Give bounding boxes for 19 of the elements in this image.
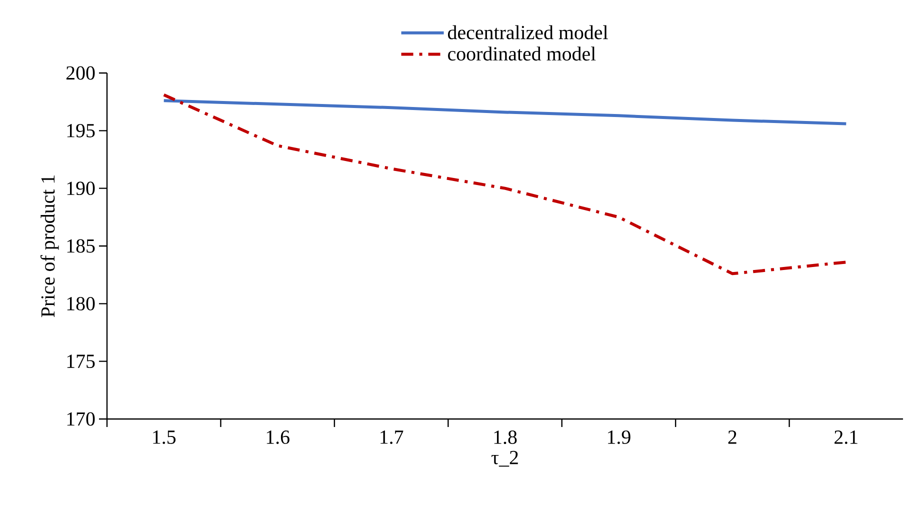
- x-tick-label: 1.8: [494, 430, 517, 444]
- x-tick-label: 1.9: [608, 430, 630, 444]
- legend-label: decentralized model: [448, 25, 608, 40]
- y-axis-title: Price of product 1: [40, 176, 59, 318]
- y-tick-label: 175: [67, 354, 95, 368]
- y-tick-label: 170: [67, 412, 95, 426]
- y-tick-label: 195: [67, 124, 95, 138]
- x-tick-label: 1.5: [153, 430, 176, 444]
- x-tick-label: 1.6: [266, 430, 290, 444]
- x-tick-label: 2.1: [834, 430, 858, 444]
- x-tick-label: 2: [728, 430, 736, 444]
- legend-label: coordinated model: [448, 46, 596, 61]
- y-tick-label: 180: [67, 296, 95, 310]
- y-tick-label: 185: [67, 239, 95, 253]
- x-tick-label: 1.7: [380, 430, 404, 444]
- y-tick-label: 190: [67, 182, 95, 196]
- x-axis-title: τ_2: [491, 450, 518, 467]
- y-tick-label: 200: [66, 66, 95, 80]
- line-series: [162, 93, 848, 276]
